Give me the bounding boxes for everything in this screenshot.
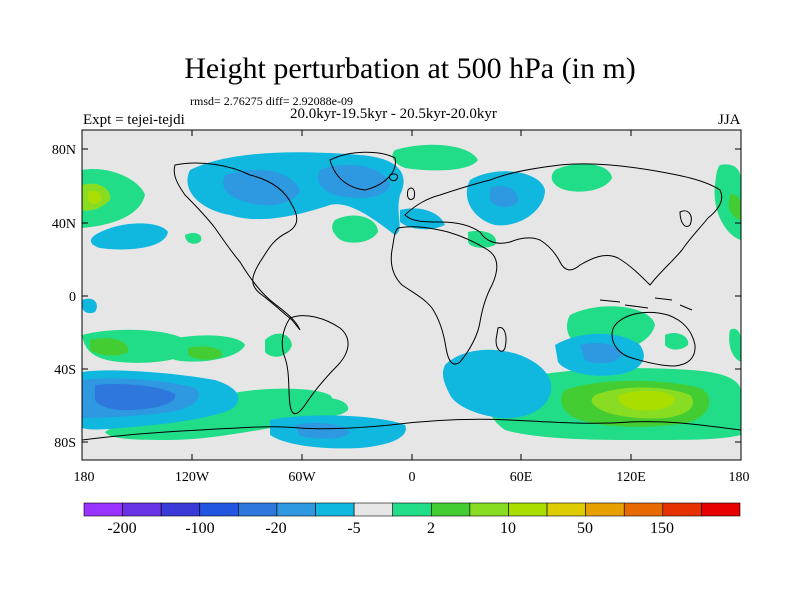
colorbar-label: 150 (650, 520, 674, 537)
y-tick-label: 40N (52, 217, 76, 232)
anomaly-blob (82, 169, 145, 228)
colorbar-swatch (469, 502, 509, 517)
colorbar-label: -5 (347, 520, 360, 537)
anomaly-blob (332, 215, 378, 243)
y-tick-label: 0 (69, 290, 76, 305)
anomaly-blob (300, 397, 349, 417)
colorbar-swatch (508, 502, 548, 517)
colorbar-label: -20 (265, 520, 286, 537)
colorbar-swatch (585, 502, 625, 517)
colorbar-swatch (199, 502, 239, 517)
colorbar-labels: -200 -100 -20 -5 2 10 50 150 (107, 520, 674, 537)
anomaly-blob (400, 208, 445, 230)
colorbar-swatch (83, 502, 123, 517)
colorbar-swatch (662, 502, 702, 517)
anomaly-blob (295, 422, 350, 439)
y-tick-labels: 80N 40N 0 40S 80S (52, 143, 76, 451)
anomaly-blob (728, 194, 741, 220)
anomaly-blob (265, 333, 292, 357)
x-tick-label: 60W (288, 470, 316, 485)
colorbar-swatch (353, 502, 394, 517)
anomaly-blob (95, 384, 176, 411)
anomaly-blob (551, 163, 612, 192)
anomaly-blob (392, 144, 478, 171)
y-tick-label: 80N (52, 143, 76, 158)
colorbar-swatch (122, 502, 162, 517)
anomaly-blob (490, 185, 519, 208)
x-tick-label: 180 (74, 470, 95, 485)
x-tick-label: 180 (729, 470, 750, 485)
anomaly-blob (468, 230, 496, 248)
colorbar-swatch (315, 502, 355, 517)
season-label: JJA (718, 112, 741, 128)
colorbar-swatch (701, 502, 741, 517)
x-tick-marks (81, 130, 742, 460)
anomaly-blob (90, 338, 129, 356)
anomaly-blob (714, 164, 741, 240)
coastline-uk (407, 187, 415, 201)
anomaly-blob (188, 346, 223, 360)
anomaly-blob (442, 349, 552, 419)
colorbar-swatch (546, 502, 586, 517)
coastline-africa (390, 226, 498, 365)
anomaly-blob (618, 390, 675, 411)
anomaly-blob (90, 223, 168, 250)
colorbar-label: 10 (500, 520, 516, 537)
colorbar-swatch (160, 502, 201, 517)
coastlines (82, 151, 741, 441)
x-tick-label: 120W (175, 470, 210, 485)
figure-title: Height perturbation at 500 hPa (in m) (184, 52, 636, 85)
anomaly-blob (580, 343, 622, 364)
coastline-madagascar (495, 326, 507, 352)
anomaly-field (82, 144, 741, 449)
x-tick-label: 0 (409, 470, 416, 485)
coastline-japan (679, 210, 692, 227)
coastline-antarctica (82, 418, 741, 441)
colorbar-label: -200 (107, 520, 136, 537)
anomaly-blob (729, 328, 741, 362)
x-tick-labels: 180 120W 60W 0 60E 120E 180 (74, 470, 750, 485)
x-tick-label: 60E (510, 470, 533, 485)
anomaly-blob (82, 298, 97, 314)
experiment-label: Expt = tejei-tejdi (83, 112, 185, 128)
colorbar-label: -100 (185, 520, 214, 537)
period-label: 20.0kyr-19.5kyr - 20.5kyr-20.0kyr (290, 106, 497, 122)
x-tick-label: 120E (616, 470, 646, 485)
stats-label: rmsd= 2.76275 diff= 2.92088e-09 (190, 94, 353, 108)
coastline-europe-asia (404, 163, 723, 286)
y-tick-label: 40S (54, 363, 76, 378)
y-tick-marks (82, 148, 741, 443)
coastline-north-america (173, 162, 301, 331)
anomaly-blob (223, 170, 300, 206)
colorbar-swatch (430, 502, 471, 517)
colorbar-swatch (392, 502, 432, 517)
coastline-indonesia (599, 297, 693, 311)
colorbar (83, 502, 741, 517)
colorbar-swatch (276, 502, 316, 517)
colorbar-label: 2 (427, 520, 435, 537)
colorbar-swatch (238, 502, 278, 517)
anomaly-blob (185, 232, 202, 244)
colorbar-label: 50 (577, 520, 593, 537)
coastline-iceland (389, 173, 399, 182)
anomaly-blob (665, 333, 689, 350)
coastline-australia (611, 311, 696, 367)
y-tick-label: 80S (54, 436, 76, 451)
anomaly-blob (88, 190, 102, 205)
colorbar-swatch (623, 502, 664, 517)
coastline-south-america (281, 315, 349, 415)
